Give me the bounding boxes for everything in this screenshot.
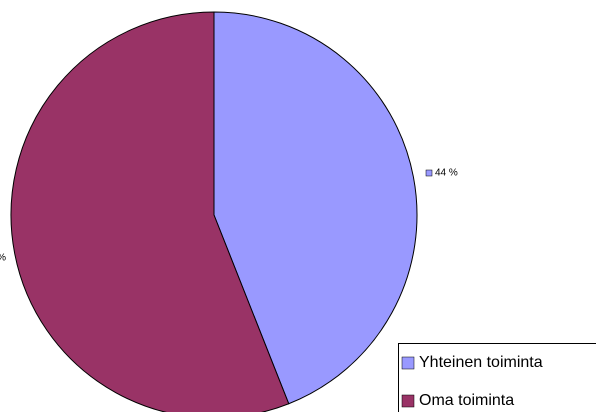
legend-key — [401, 356, 415, 370]
pie-slice — [213, 11, 418, 405]
value-label: 44 % — [435, 168, 458, 179]
legend-box — [398, 343, 596, 412]
legend-label: Yhteinen toiminta — [419, 354, 543, 371]
legend-key — [401, 394, 415, 408]
legend-label: Oma toiminta — [419, 392, 514, 409]
pie-slice — [10, 11, 290, 412]
label-key — [425, 169, 433, 177]
value-label: 56 % — [0, 253, 6, 264]
